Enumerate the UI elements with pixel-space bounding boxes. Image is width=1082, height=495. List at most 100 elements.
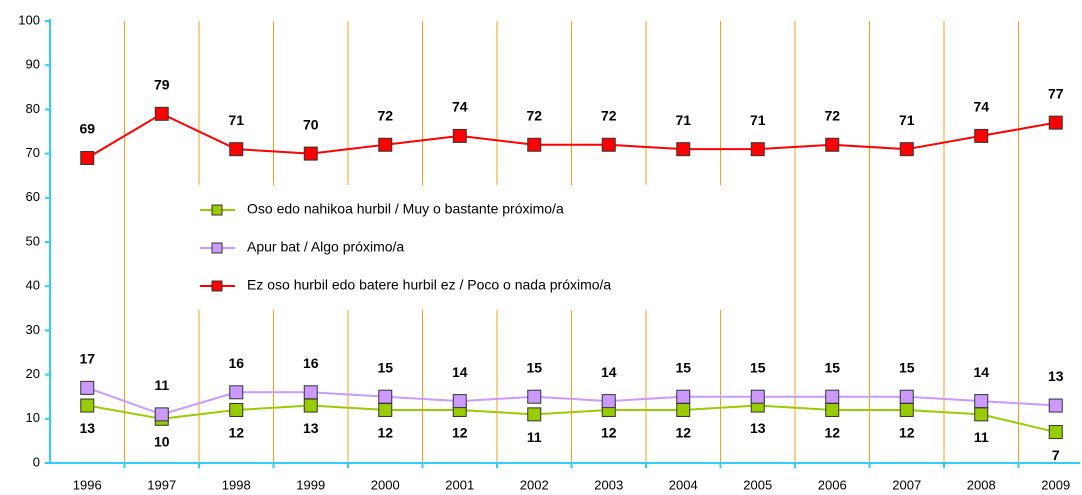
data-label: 14: [452, 364, 468, 380]
data-label: 72: [824, 107, 840, 123]
data-label: 16: [303, 355, 319, 371]
marker: [899, 402, 914, 417]
legend-box: [195, 185, 735, 310]
marker: [1048, 115, 1063, 130]
data-label: 72: [526, 107, 542, 123]
x-tick-label: 1999: [296, 477, 325, 492]
data-label: 12: [228, 425, 244, 441]
x-tick-label: 2008: [967, 477, 996, 492]
y-tick-label: 60: [26, 189, 40, 204]
marker: [750, 142, 765, 157]
marker: [676, 402, 691, 417]
data-label: 16: [228, 355, 244, 371]
y-tick-label: 20: [26, 366, 40, 381]
marker: [974, 394, 989, 409]
marker: [80, 398, 95, 413]
marker: [378, 402, 393, 417]
data-label: 12: [824, 425, 840, 441]
data-label: 7: [1052, 447, 1060, 463]
x-tick-label: 1998: [222, 477, 251, 492]
marker: [80, 151, 95, 166]
y-tick-label: 50: [26, 233, 40, 248]
data-label: 11: [527, 429, 542, 445]
data-label: 70: [303, 116, 319, 132]
marker: [974, 128, 989, 143]
marker: [378, 137, 393, 152]
data-label: 13: [79, 420, 95, 436]
y-tick-label: 80: [26, 101, 40, 116]
marker: [527, 407, 542, 422]
data-label: 12: [601, 425, 617, 441]
marker: [229, 142, 244, 157]
data-label: 11: [974, 429, 989, 445]
data-label: 12: [675, 425, 691, 441]
marker: [899, 389, 914, 404]
y-tick-label: 30: [26, 322, 40, 337]
x-tick-label: 2005: [743, 477, 772, 492]
data-label: 72: [377, 107, 393, 123]
data-label: 71: [899, 112, 915, 128]
data-label: 15: [377, 359, 393, 375]
marker: [899, 142, 914, 157]
data-label: 77: [1048, 85, 1064, 101]
marker: [1048, 398, 1063, 413]
x-tick-label: 1997: [147, 477, 176, 492]
legend-label: Oso edo nahikoa hurbil / Muy o bastante …: [247, 201, 564, 217]
x-tick-label: 2004: [669, 477, 698, 492]
marker: [452, 394, 467, 409]
marker: [601, 137, 616, 152]
marker: [229, 402, 244, 417]
marker: [303, 385, 318, 400]
y-tick-label: 0: [33, 454, 40, 469]
legend-marker: [211, 204, 223, 216]
marker: [825, 389, 840, 404]
data-label: 79: [154, 77, 170, 93]
legend-label: Ez oso hurbil edo batere hurbil ez / Poc…: [247, 277, 611, 293]
x-tick-label: 2007: [892, 477, 921, 492]
legend-marker: [211, 242, 223, 254]
data-label: 14: [601, 364, 617, 380]
x-tick-label: 1996: [73, 477, 102, 492]
x-tick-label: 2001: [445, 477, 474, 492]
data-label: 69: [79, 121, 95, 137]
x-tick-label: 2000: [371, 477, 400, 492]
data-label: 12: [377, 425, 393, 441]
data-label: 10: [154, 434, 170, 450]
data-label: 74: [973, 99, 989, 115]
x-tick-label: 2009: [1041, 477, 1070, 492]
y-tick-label: 40: [26, 278, 40, 293]
data-label: 13: [1048, 368, 1064, 384]
data-label: 71: [228, 112, 244, 128]
marker: [601, 394, 616, 409]
series-line: [87, 404, 1056, 434]
marker: [750, 389, 765, 404]
data-label: 71: [750, 112, 766, 128]
data-label: 12: [452, 425, 468, 441]
data-label: 71: [675, 112, 691, 128]
y-tick-label: 10: [26, 410, 40, 425]
y-tick-label: 100: [18, 12, 40, 27]
x-tick-label: 2003: [594, 477, 623, 492]
data-label: 12: [899, 425, 915, 441]
legend-marker: [211, 280, 223, 292]
legend-label: Apur bat / Algo próximo/a: [247, 239, 404, 255]
data-label: 72: [601, 107, 617, 123]
data-label: 15: [675, 359, 691, 375]
data-label: 13: [303, 420, 319, 436]
marker: [1048, 425, 1063, 440]
data-label: 14: [973, 364, 989, 380]
series-line: [86, 112, 1056, 159]
marker: [974, 407, 989, 422]
marker: [303, 146, 318, 161]
data-label: 15: [750, 359, 766, 375]
data-label: 13: [750, 420, 766, 436]
data-label: 15: [526, 359, 542, 375]
marker: [527, 137, 542, 152]
y-tick-label: 90: [26, 57, 40, 72]
marker: [825, 137, 840, 152]
y-tick-label: 70: [26, 145, 40, 160]
x-tick-label: 2006: [818, 477, 847, 492]
marker: [527, 389, 542, 404]
data-label: 15: [824, 359, 840, 375]
x-tick-label: 2002: [520, 477, 549, 492]
